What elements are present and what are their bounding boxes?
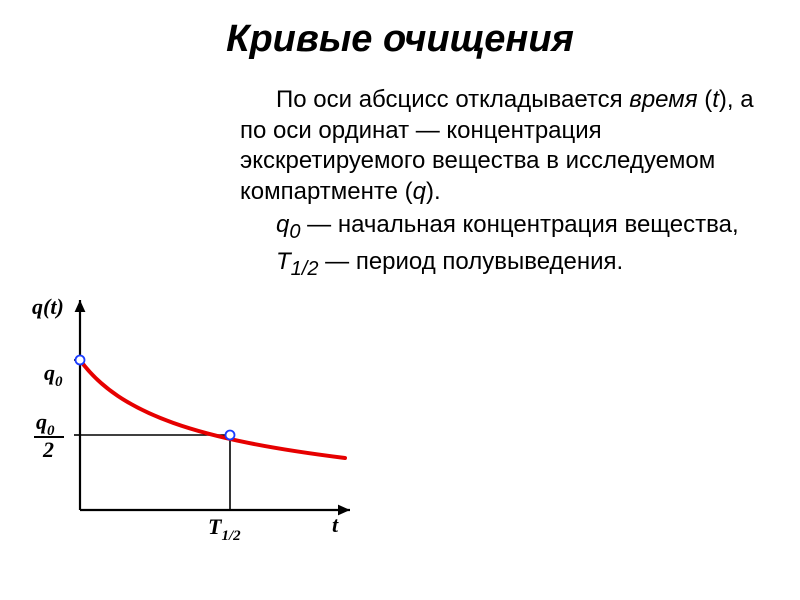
x-axis-label: t	[332, 512, 339, 537]
label-t-half: T1/2	[208, 514, 241, 544]
paragraph-1: По оси абсцисс откладывается время (t), …	[240, 85, 770, 208]
p2-q0: q0	[276, 211, 300, 238]
x-axis-arrow-icon	[338, 505, 350, 516]
chart-svg: q(t)tq0q02T1/2	[0, 280, 380, 560]
y-axis-arrow-icon	[75, 300, 86, 312]
paragraph-3: T1/2 — период полувыведения.	[240, 247, 770, 282]
p1-time: время	[629, 86, 697, 113]
p2-a: — начальная концентрация вещества,	[300, 211, 738, 238]
p1-q: q	[413, 178, 426, 205]
marker-t-half	[226, 431, 235, 440]
p1-a: По оси абсцисс откладывается	[276, 86, 629, 113]
marker-q0	[76, 356, 85, 365]
decay-curve	[80, 360, 345, 458]
y-axis-label: q(t)	[32, 294, 64, 319]
p3-a: — период полувыведения.	[318, 248, 623, 275]
slide-title: Кривые очищения	[0, 18, 800, 61]
paragraph-2: q0 — начальная концентрация вещества,	[240, 210, 770, 245]
p1-b: (	[698, 86, 713, 113]
body-text: По оси абсцисс откладывается время (t), …	[240, 85, 770, 285]
label-q0-half-num: q0	[36, 409, 55, 439]
p3-T: T1/2	[276, 248, 318, 275]
p1-d: ).	[426, 178, 441, 205]
clearance-curve-chart: q(t)tq0q02T1/2	[0, 280, 380, 560]
label-q0: q0	[44, 360, 63, 390]
p1-t: t	[712, 86, 719, 113]
label-q0-half-den: 2	[42, 437, 54, 462]
